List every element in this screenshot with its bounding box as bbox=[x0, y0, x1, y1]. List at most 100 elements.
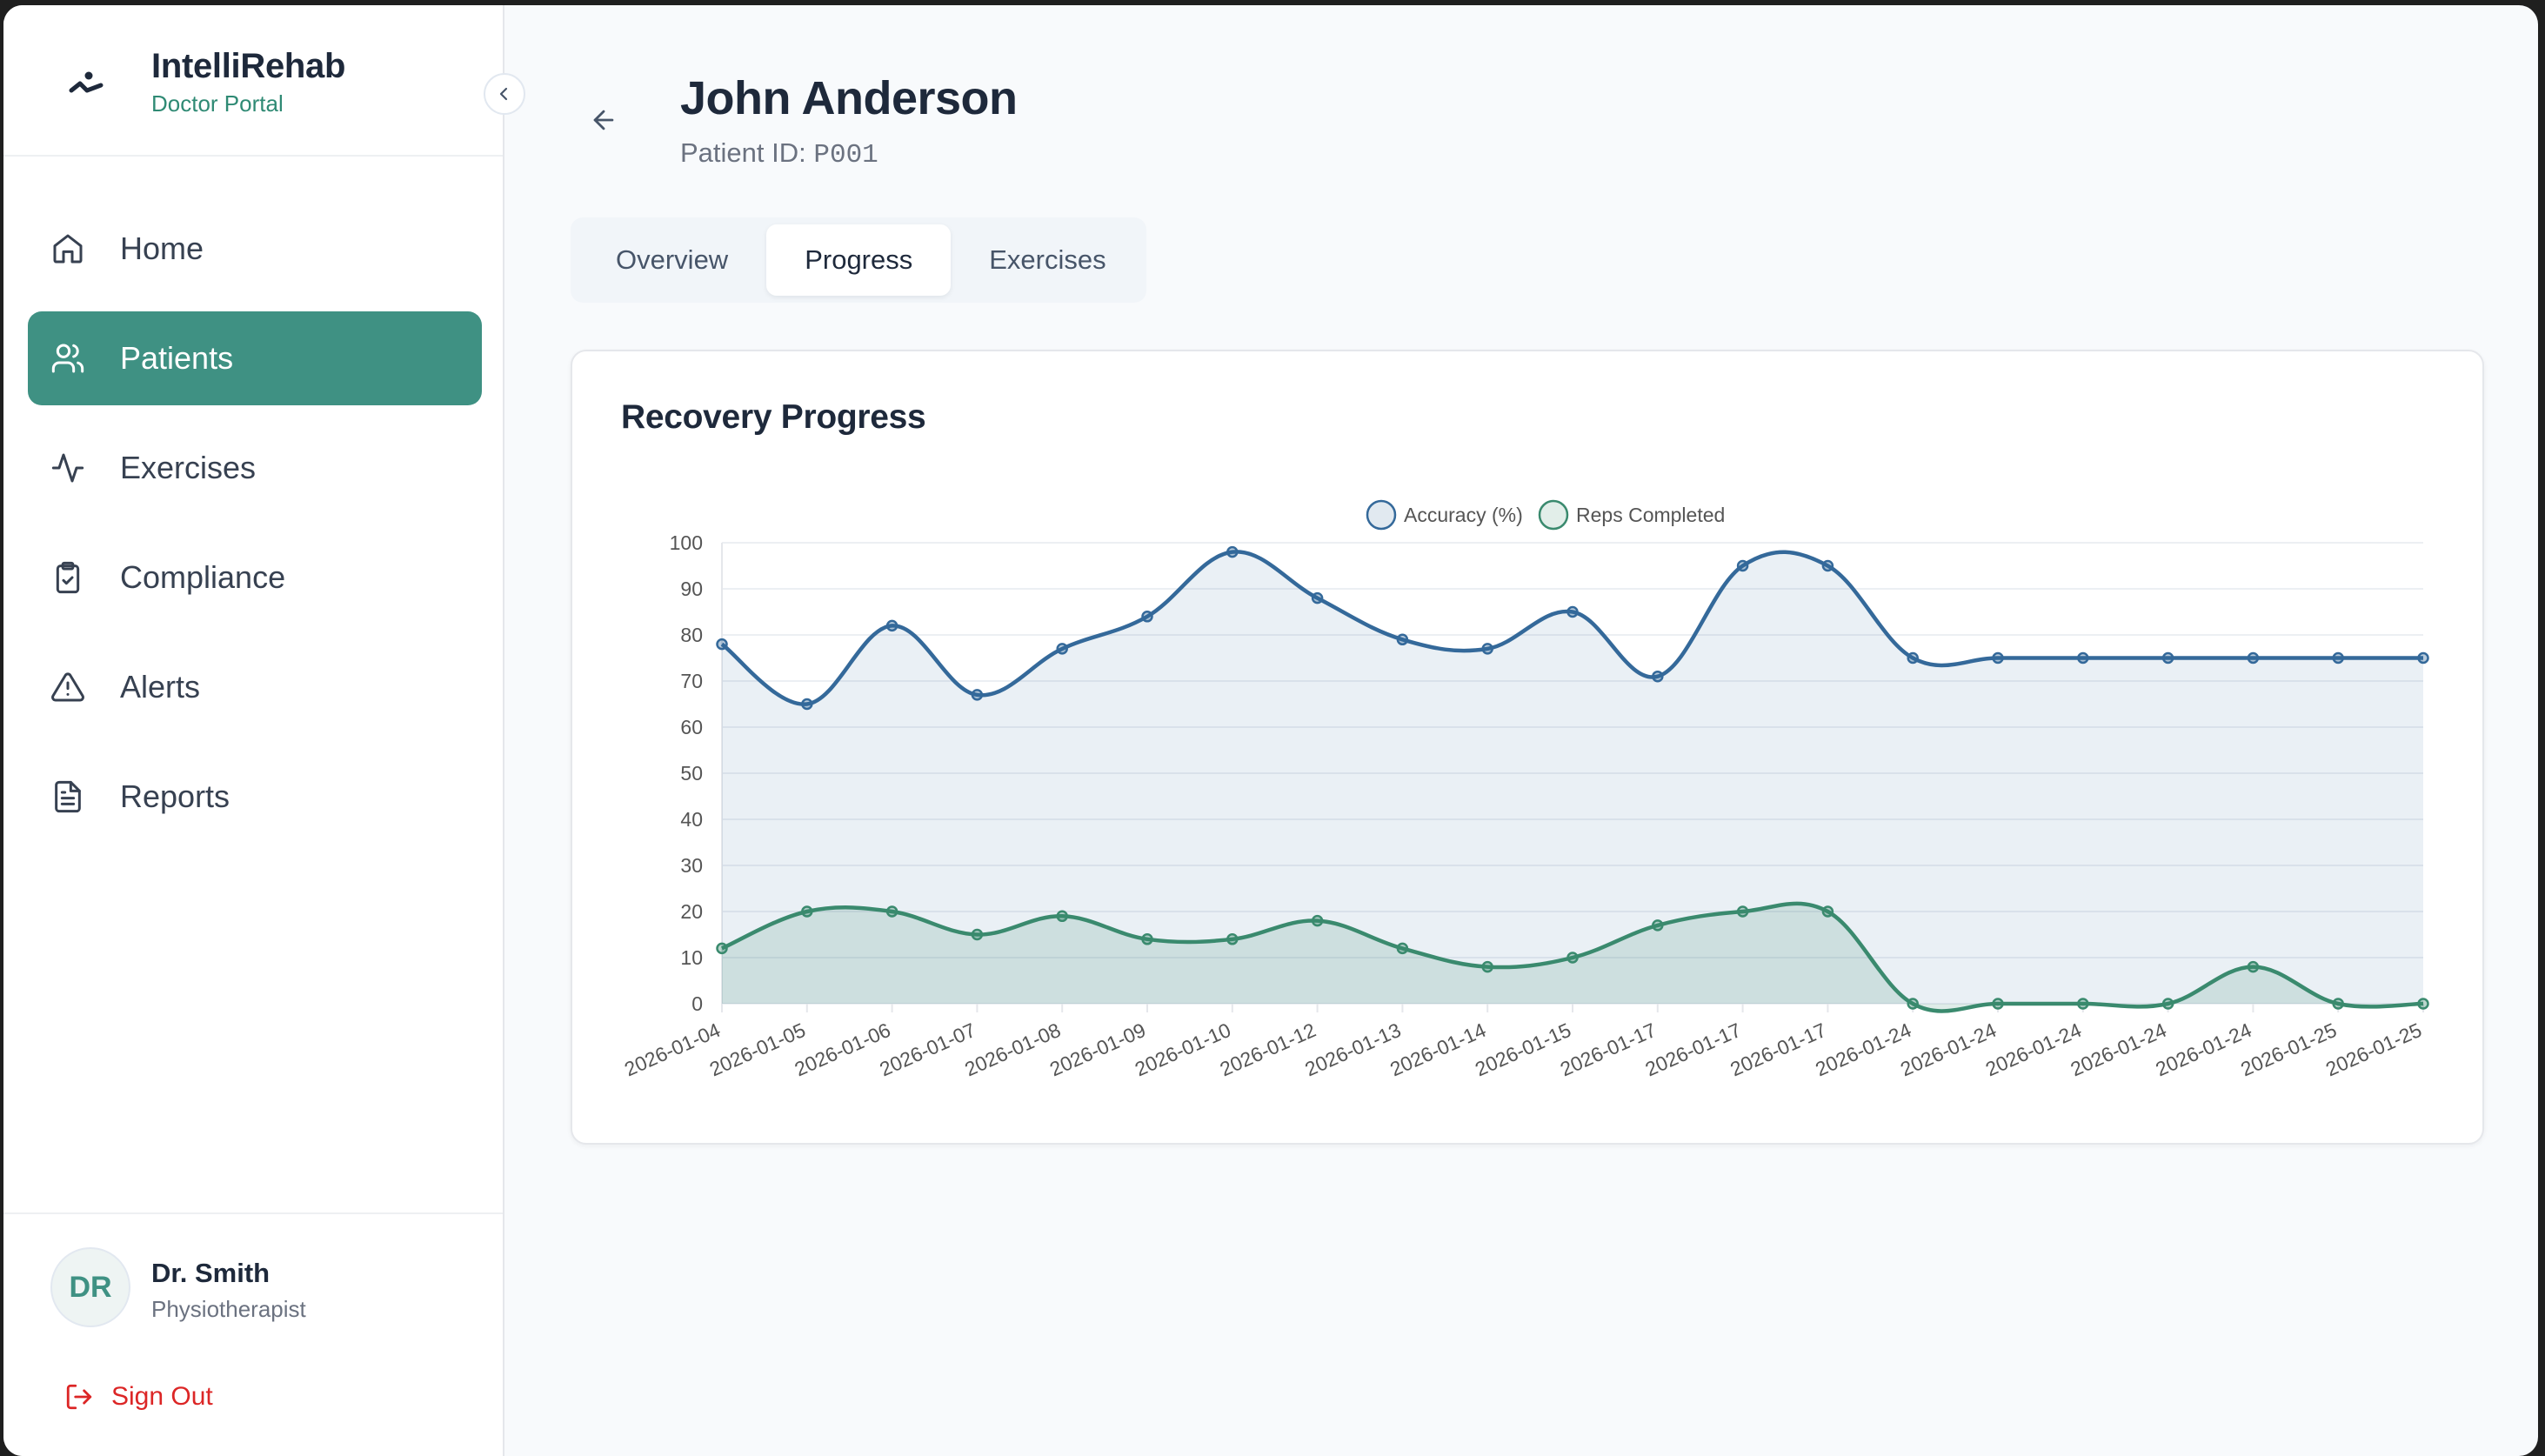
tab-progress[interactable]: Progress bbox=[766, 224, 952, 296]
sidebar-item-reports[interactable]: Reports bbox=[28, 750, 482, 844]
patient-id-value: P001 bbox=[813, 140, 878, 170]
y-tick-label: 20 bbox=[680, 900, 703, 923]
tab-exercises[interactable]: Exercises bbox=[989, 244, 1106, 275]
legend-label: Accuracy (%) bbox=[1404, 504, 1523, 526]
data-point bbox=[885, 905, 898, 918]
series-line-0 bbox=[720, 550, 2423, 706]
activity-icon bbox=[49, 449, 87, 487]
x-tick-label: 2026-01-06 bbox=[792, 1019, 894, 1081]
x-tick-label: 2026-01-25 bbox=[2322, 1019, 2425, 1081]
data-point bbox=[1992, 651, 2004, 665]
data-point bbox=[2077, 998, 2089, 1010]
sign-out-label: Sign Out bbox=[111, 1382, 213, 1411]
avatar[interactable]: DR bbox=[50, 1247, 130, 1327]
user-panel: DR Dr. Smith Physiotherapist Sign Out bbox=[3, 1212, 503, 1456]
y-tick-label: 50 bbox=[680, 762, 703, 785]
x-tick-label: 2026-01-24 bbox=[1812, 1019, 1914, 1081]
collapse-sidebar-button[interactable] bbox=[484, 73, 525, 115]
arrow-left-icon bbox=[593, 110, 614, 130]
data-point bbox=[2332, 998, 2344, 1010]
legend-swatch bbox=[1538, 499, 1569, 531]
data-point bbox=[1056, 643, 1068, 655]
legend-swatch bbox=[1366, 499, 1397, 531]
data-point bbox=[2161, 651, 2174, 665]
data-point bbox=[1311, 914, 1324, 927]
sidebar-item-label: Compliance bbox=[120, 559, 286, 595]
x-tick-label: 2026-01-10 bbox=[1132, 1019, 1234, 1081]
data-point bbox=[2332, 651, 2344, 665]
data-point bbox=[2161, 998, 2174, 1010]
x-tick-label: 2026-01-17 bbox=[1557, 1019, 1660, 1081]
x-tick-label: 2026-01-13 bbox=[1301, 1019, 1404, 1081]
data-point bbox=[1907, 651, 1919, 665]
series-area-1 bbox=[722, 903, 2423, 1012]
y-tick-label: 40 bbox=[680, 808, 703, 831]
alert-triangle-icon bbox=[49, 668, 87, 706]
data-point bbox=[1141, 933, 1153, 945]
data-point bbox=[1141, 611, 1153, 623]
x-tick-label: 2026-01-17 bbox=[1642, 1019, 1745, 1081]
x-tick-label: 2026-01-24 bbox=[2152, 1019, 2254, 1081]
brand-title: IntelliRehab bbox=[151, 47, 346, 85]
sign-out-button[interactable]: Sign Out bbox=[64, 1379, 213, 1414]
logo-icon bbox=[69, 71, 104, 93]
data-point bbox=[885, 619, 898, 632]
x-tick-label: 2026-01-14 bbox=[1386, 1019, 1489, 1081]
y-tick-label: 70 bbox=[680, 670, 703, 692]
y-tick-label: 100 bbox=[670, 531, 703, 554]
data-point bbox=[1907, 998, 1919, 1010]
x-tick-label: 2026-01-17 bbox=[1727, 1019, 1829, 1081]
y-tick-label: 60 bbox=[680, 716, 703, 738]
data-point bbox=[1566, 605, 1579, 618]
data-point bbox=[1821, 905, 1834, 918]
x-tick-label: 2026-01-04 bbox=[621, 1019, 724, 1081]
patient-id: Patient ID: P001 bbox=[680, 137, 878, 170]
sidebar-item-label: Alerts bbox=[120, 669, 201, 705]
card-title: Recovery Progress bbox=[621, 398, 926, 436]
sidebar-item-alerts[interactable]: Alerts bbox=[28, 640, 482, 734]
app-window: IntelliRehab Doctor Portal Home bbox=[3, 5, 2538, 1456]
data-point bbox=[971, 689, 984, 701]
data-point bbox=[1736, 559, 1749, 572]
sidebar: IntelliRehab Doctor Portal Home bbox=[3, 5, 525, 1456]
data-point bbox=[716, 638, 728, 651]
sidebar-item-label: Exercises bbox=[120, 450, 257, 485]
x-tick-label: 2026-01-07 bbox=[876, 1019, 979, 1081]
page-title: John Anderson bbox=[680, 72, 1018, 124]
data-point bbox=[801, 698, 813, 711]
data-point bbox=[971, 928, 984, 941]
data-point bbox=[1821, 559, 1834, 572]
home-icon bbox=[49, 230, 87, 268]
sidebar-item-label: Home bbox=[120, 230, 204, 266]
y-tick-label: 90 bbox=[680, 578, 703, 600]
sidebar-item-exercises[interactable]: Exercises bbox=[28, 421, 482, 515]
sidebar-item-compliance[interactable]: Compliance bbox=[28, 531, 482, 624]
tab-overview[interactable]: Overview bbox=[616, 244, 729, 275]
data-point bbox=[1566, 952, 1579, 964]
data-point bbox=[1226, 933, 1239, 945]
chevron-left-icon bbox=[499, 87, 508, 101]
x-tick-label: 2026-01-24 bbox=[2067, 1019, 2170, 1081]
users-icon bbox=[49, 339, 87, 377]
data-point bbox=[1992, 998, 2004, 1010]
series-line-1 bbox=[721, 901, 2424, 1013]
sidebar-item-patients[interactable]: Patients bbox=[28, 311, 482, 405]
x-tick-label: 2026-01-08 bbox=[961, 1019, 1064, 1081]
x-tick-label: 2026-01-24 bbox=[1982, 1019, 2085, 1081]
user-name: Dr. Smith bbox=[151, 1258, 271, 1288]
y-tick-label: 80 bbox=[680, 624, 703, 646]
data-point bbox=[1396, 633, 1409, 646]
data-point bbox=[716, 942, 728, 955]
sidebar-nav: Home Patients Exercises bbox=[28, 202, 482, 859]
back-button[interactable] bbox=[584, 101, 623, 139]
x-tick-label: 2026-01-24 bbox=[1897, 1019, 2000, 1081]
sidebar-item-home[interactable]: Home bbox=[28, 202, 482, 296]
series-area-0 bbox=[722, 551, 2423, 1004]
tab-bar: Overview Progress Exercises bbox=[571, 217, 1146, 303]
progress-chart: 01020304050607080901002026-01-042026-01-… bbox=[621, 499, 2429, 1081]
y-tick-label: 0 bbox=[691, 992, 703, 1015]
data-point bbox=[2247, 960, 2260, 973]
data-point bbox=[1226, 545, 1239, 558]
user-role: Physiotherapist bbox=[151, 1296, 306, 1322]
x-tick-label: 2026-01-05 bbox=[706, 1019, 809, 1081]
